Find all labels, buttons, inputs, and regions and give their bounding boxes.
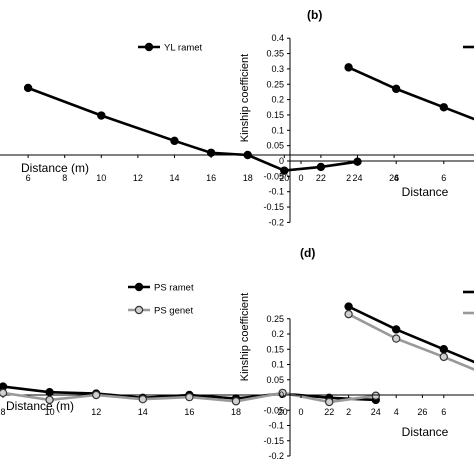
data-point-b-0 bbox=[439, 103, 448, 112]
x-tick-label-a: 20 bbox=[279, 173, 289, 183]
x-tick-label-a: 6 bbox=[26, 173, 31, 183]
y-tick-label-b: -0.2 bbox=[268, 217, 284, 227]
data-point-d-0 bbox=[439, 345, 448, 354]
data-point-a-0 bbox=[243, 150, 252, 160]
data-point-d-1 bbox=[392, 334, 401, 343]
data-point-b-0 bbox=[344, 63, 353, 72]
y-tick-label-d: -0.05 bbox=[263, 405, 284, 415]
y-tick-label-b: -0.15 bbox=[263, 202, 284, 212]
y-tick-label-d: 0.1 bbox=[271, 360, 284, 370]
data-point-a-0 bbox=[280, 166, 289, 175]
x-tick-label-b: 0 bbox=[298, 173, 303, 183]
x-tick-label-a: 22 bbox=[316, 173, 326, 183]
data-point-a-0 bbox=[316, 162, 326, 172]
data-point-c-1 bbox=[325, 397, 334, 407]
data-point-c-1 bbox=[185, 392, 194, 402]
y-tick-label-b: 0.35 bbox=[266, 49, 284, 59]
data-point-c-1 bbox=[91, 390, 101, 400]
data-point-c-1 bbox=[138, 395, 147, 404]
data-point-a-0 bbox=[170, 136, 179, 146]
y-tick-label-b: 0.05 bbox=[266, 141, 284, 151]
y-tick-label-b: 0 bbox=[279, 156, 284, 166]
y-tick-label-d: 0 bbox=[279, 390, 284, 400]
panel-label-d: (d) bbox=[300, 246, 315, 260]
y-axis-label-d: Kinship coefficient bbox=[239, 293, 251, 381]
y-tick-label-b: -0.1 bbox=[268, 187, 284, 197]
data-point-b-0 bbox=[392, 84, 401, 94]
x-tick-label-c: 8 bbox=[0, 407, 5, 417]
data-point-c-0 bbox=[45, 388, 54, 397]
series-line-d-1 bbox=[348, 313, 474, 371]
x-tick-label-c: 18 bbox=[231, 407, 241, 417]
y-tick-label-d: -0.15 bbox=[263, 436, 284, 446]
x-tick-label-a: 26 bbox=[389, 173, 399, 183]
y-tick-label-b: 0.4 bbox=[271, 33, 284, 43]
data-point-d-0 bbox=[392, 325, 401, 334]
data-point-c-1 bbox=[231, 397, 241, 406]
series-line-b-0 bbox=[348, 66, 474, 121]
x-tick-label-b: 2 bbox=[346, 173, 351, 183]
x-tick-label-a: 18 bbox=[243, 173, 253, 183]
legend-marker bbox=[134, 282, 144, 292]
series-line-c-0 bbox=[0, 384, 376, 402]
y-tick-label-b: 0.25 bbox=[266, 79, 284, 89]
x-tick-label-a: 10 bbox=[96, 173, 106, 183]
y-tick-label-d: 0.2 bbox=[271, 329, 284, 339]
x-axis-label-c: Distance (m) bbox=[6, 399, 74, 413]
data-point-a-0 bbox=[353, 157, 362, 166]
x-tick-label-a: 8 bbox=[62, 173, 67, 183]
legend-label: PS genet bbox=[154, 306, 193, 317]
x-tick-label-a: 14 bbox=[169, 173, 179, 183]
data-point-a-0 bbox=[23, 83, 33, 93]
legend-label: PS ramet bbox=[154, 283, 194, 294]
x-tick-label-b: 4 bbox=[394, 173, 399, 183]
data-point-a-0 bbox=[97, 111, 106, 120]
y-tick-label-b: 0.15 bbox=[266, 110, 284, 120]
x-axis-label-d: Distance bbox=[402, 425, 449, 439]
x-tick-label-c: 26 bbox=[417, 407, 427, 417]
data-point-a-0 bbox=[206, 148, 216, 157]
x-tick-label-c: 10 bbox=[45, 407, 55, 417]
x-tick-label-a: 12 bbox=[133, 173, 143, 183]
y-tick-label-d: 0.05 bbox=[266, 375, 284, 385]
series-line-a-0 bbox=[27, 86, 358, 172]
x-tick-label-c: 16 bbox=[184, 407, 194, 417]
x-tick-label-c: 20 bbox=[278, 407, 288, 417]
legend-marker bbox=[144, 42, 154, 52]
x-tick-label-a: 16 bbox=[206, 173, 216, 183]
y-axis-label-b: Kinship coefficient bbox=[239, 54, 251, 142]
legend-marker bbox=[134, 305, 144, 315]
y-tick-label-d: -0.2 bbox=[268, 451, 284, 461]
data-point-c-1 bbox=[371, 391, 380, 400]
x-axis-label-a: Distance (m) bbox=[21, 161, 89, 175]
y-tick-label-b: 0.3 bbox=[271, 64, 284, 74]
x-tick-label-c: 14 bbox=[138, 407, 148, 417]
x-tick-label-c: 12 bbox=[91, 407, 101, 417]
data-point-d-1 bbox=[344, 309, 353, 319]
data-point-d-0 bbox=[344, 302, 353, 311]
panel-label-b: (b) bbox=[307, 8, 322, 22]
x-axis-label-b: Distance bbox=[402, 185, 449, 199]
data-point-c-1 bbox=[45, 395, 54, 405]
y-tick-label-b: 0.1 bbox=[271, 125, 284, 135]
data-point-c-1 bbox=[0, 388, 8, 398]
y-tick-label-b: -0.05 bbox=[263, 171, 284, 181]
y-tick-label-d: 0.15 bbox=[266, 344, 284, 354]
x-tick-label-d: 4 bbox=[394, 407, 399, 417]
legend-label: YL ramet bbox=[164, 43, 203, 54]
y-tick-label-d: 0.25 bbox=[266, 314, 284, 324]
x-tick-label-d: 2 bbox=[346, 407, 351, 417]
x-tick-label-c: 24 bbox=[371, 407, 381, 417]
x-tick-label-d: 6 bbox=[441, 407, 446, 417]
x-tick-label-c: 22 bbox=[324, 407, 334, 417]
series-line-d-0 bbox=[348, 305, 474, 364]
x-tick-label-b: 6 bbox=[441, 173, 446, 183]
y-tick-label-d: -0.1 bbox=[268, 421, 284, 431]
x-tick-label-d: 0 bbox=[298, 407, 303, 417]
data-point-d-1 bbox=[439, 352, 448, 362]
data-point-c-1 bbox=[278, 388, 287, 398]
y-tick-label-b: 0.2 bbox=[271, 95, 284, 105]
x-tick-label-a: 24 bbox=[352, 173, 362, 183]
